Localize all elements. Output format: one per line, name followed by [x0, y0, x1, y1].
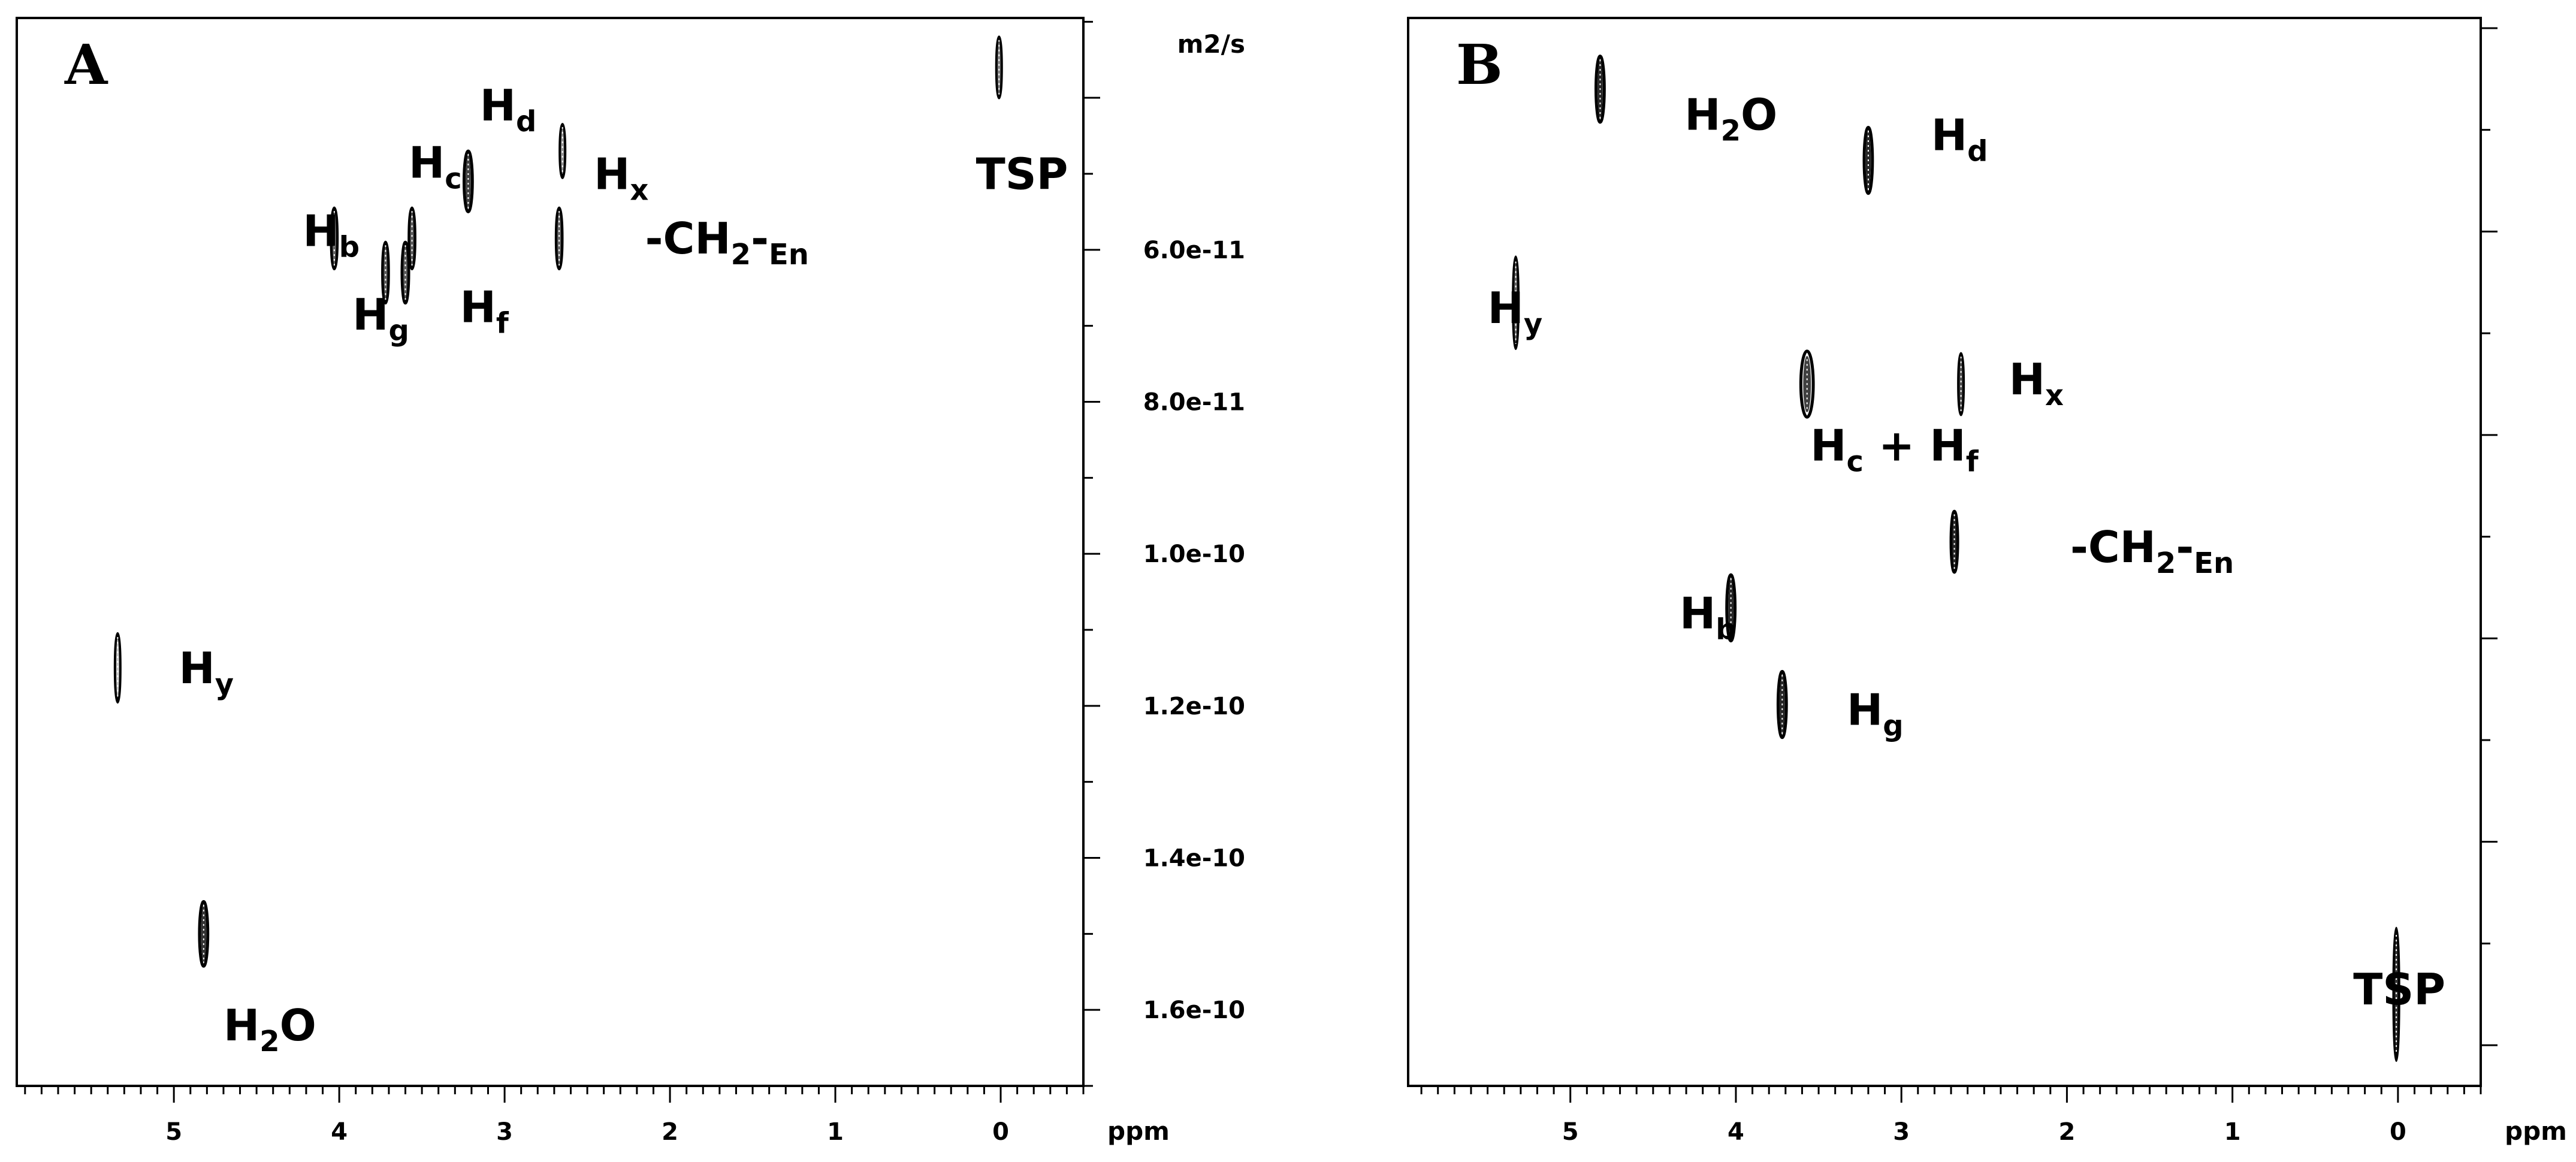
panel-label: A — [64, 32, 108, 97]
peak-label: H2O — [224, 1000, 316, 1058]
peak-label: Hf — [460, 282, 509, 340]
peak-label: -CH2-En — [645, 213, 809, 271]
peak-contour — [1949, 509, 1959, 574]
peak-contour — [381, 240, 390, 305]
peak-contour — [1594, 55, 1606, 124]
peak-label: Hd — [480, 80, 537, 138]
peak-label: Hx — [2009, 354, 2064, 412]
peak-label: Hc — [409, 137, 462, 195]
x-tick-label: 1 — [2224, 1118, 2241, 1146]
peak-contour — [1776, 669, 1788, 740]
peak-label: Hx — [594, 149, 648, 207]
panel-label: B — [1456, 32, 1503, 97]
peak-label: -CH2-En — [2070, 522, 2234, 580]
x-tick-label: 1 — [827, 1118, 844, 1146]
plot-frame — [16, 17, 1085, 1087]
plot-frame — [1407, 17, 2482, 1087]
panel-b: B543210ppm0.20.40.60.81.0sH2OHdHyHxHc + … — [1407, 17, 2567, 1146]
y-tick-label: 1.6e-10 — [1143, 997, 1245, 1024]
panel-a: A 5 4 3 2 1 0 ppm 6.0e-11 8.0e-11 1.0e-10 1.2e-10 1.… — [16, 17, 1245, 1146]
peak-contour — [1799, 349, 1815, 419]
peak-contour — [1512, 255, 1520, 351]
peak-contour — [400, 240, 410, 305]
peak-label: Hy — [179, 643, 234, 701]
peak-contour — [198, 900, 210, 968]
y-tick-label: 6.0e-11 — [1143, 237, 1245, 264]
peak-contour — [995, 35, 1003, 99]
x-tick-label: 5 — [1562, 1118, 1579, 1146]
peak-label: Hb — [303, 206, 360, 264]
x-tick-label: 4 — [1728, 1118, 1744, 1146]
peak-label: Hc + Hf — [1810, 420, 1979, 478]
peak-contour — [554, 206, 564, 271]
peak-contour — [330, 206, 339, 271]
x-axis-unit: ppm — [1107, 1116, 1170, 1146]
y-axis-unit: m2/s — [1177, 29, 1245, 59]
peak-label: Hd — [1931, 110, 1988, 168]
peak-label: TSP — [2353, 964, 2445, 1015]
x-axis-unit: ppm — [2505, 1116, 2567, 1146]
x-tick-label: 4 — [331, 1118, 348, 1146]
peak-label: Hy — [1488, 283, 1543, 341]
peak-label: H2O — [1684, 90, 1777, 148]
x-tick-label: 2 — [662, 1118, 678, 1146]
y-tick-label: 8.0e-11 — [1143, 389, 1245, 416]
peak-label: TSP — [976, 149, 1068, 199]
x-tick-label: 0 — [992, 1118, 1009, 1146]
y-tick-label: 1.2e-10 — [1143, 693, 1245, 720]
peak-contour — [462, 149, 474, 213]
peak-contour — [407, 206, 416, 271]
peak-label: Hg — [352, 289, 409, 348]
peak-contour — [1957, 352, 1965, 416]
x-tick-label: 3 — [1893, 1118, 1910, 1146]
x-tick-label: 2 — [2058, 1118, 2075, 1146]
y-tick-label: 1.4e-10 — [1143, 845, 1245, 873]
peak-contour — [113, 632, 122, 704]
peak-contour — [1862, 125, 1874, 195]
x-tick-label: 3 — [496, 1118, 513, 1146]
peak-contour — [1725, 573, 1737, 642]
x-tick-label: 5 — [165, 1118, 182, 1146]
y-tick-label: 1.0e-10 — [1143, 541, 1245, 568]
peak-contour — [558, 123, 567, 179]
peak-contour — [2392, 926, 2400, 1063]
peak-label: Hg — [1847, 685, 1904, 743]
peak-label: Hb — [1680, 588, 1737, 646]
x-tick-label: 0 — [2390, 1118, 2406, 1146]
